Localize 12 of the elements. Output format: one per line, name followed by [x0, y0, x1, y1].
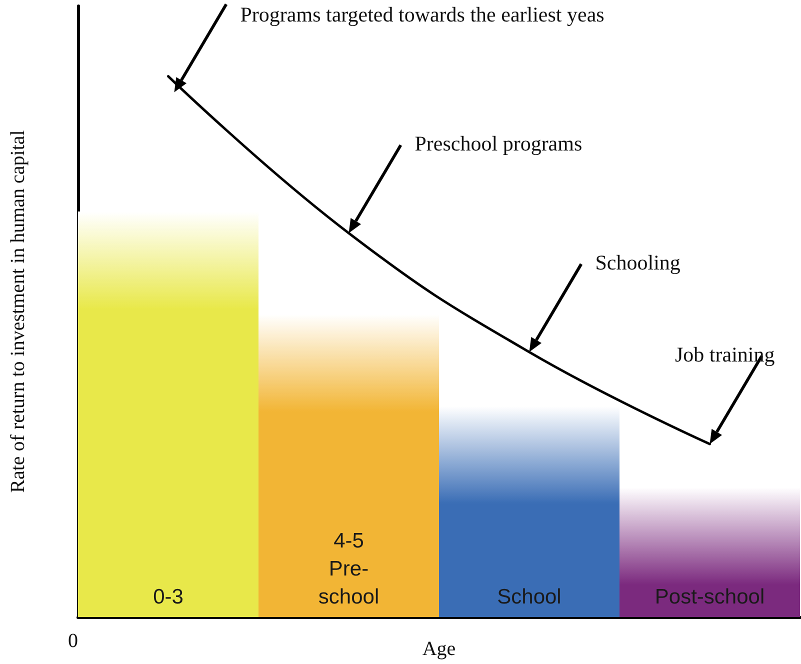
annotation: Job training — [675, 342, 776, 366]
x-tick-label: 0-3 — [153, 586, 184, 608]
y-axis-title: Rate of return to investment in human capital — [7, 130, 29, 493]
bar — [78, 211, 258, 617]
annotation: Preschool programs — [414, 132, 582, 156]
x-axis-title: Age — [422, 638, 456, 660]
x-tick-label: School — [497, 586, 562, 608]
text: Programs targeted towards the earliest yeas — [240, 2, 604, 26]
text: 0 — [68, 630, 78, 652]
annotation: Schooling — [595, 250, 681, 275]
x-tick-label: Post-school — [654, 586, 765, 608]
x-tick-label: 4-5 Pre- school — [318, 530, 380, 608]
